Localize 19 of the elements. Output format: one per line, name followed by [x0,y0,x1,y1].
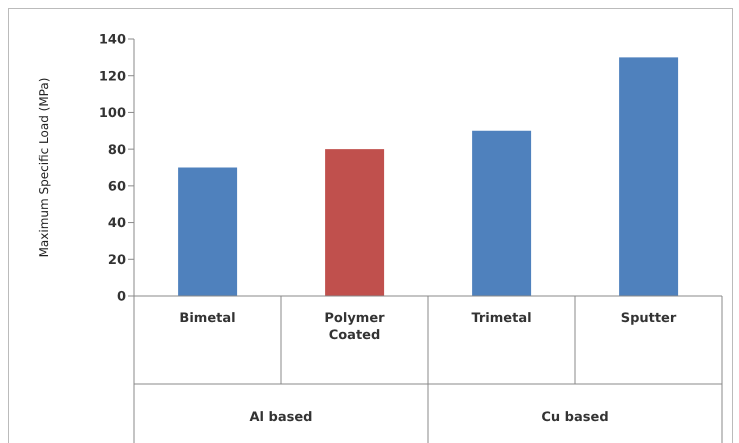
x-tick-label: Sputter [620,311,677,326]
x-tick-label: Polymer Coated [324,311,386,343]
y-tick-label: 100 [98,106,126,122]
text: Cu based [541,410,609,425]
y-tick-label: 0 [116,290,126,305]
y-axis-title: Maximum Specific Load (MPa) [36,78,51,258]
y-tick-label: 20 [108,252,126,268]
x-tick-label: Trimetal [471,311,532,326]
bar [178,168,238,296]
x-tick-label: Bimetal [179,311,236,326]
bar [472,130,532,296]
y-tick-label: 60 [108,179,126,194]
y-tick-label: 140 [98,32,126,48]
bar [619,57,678,296]
text: Al based [250,410,312,425]
y-tick-label: 80 [108,142,126,158]
y-tick-label: 120 [98,69,126,84]
bar [325,149,384,296]
y-tick-label: 40 [108,216,126,232]
